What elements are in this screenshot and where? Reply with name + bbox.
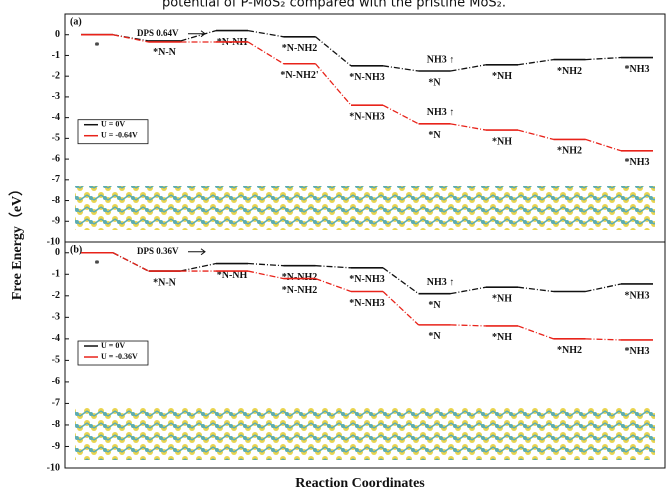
state-label: *	[95, 41, 100, 52]
connector	[451, 65, 487, 71]
panel-label: (a)	[70, 16, 82, 27]
connector	[518, 326, 554, 339]
state-label: *N	[428, 300, 441, 311]
dps-label: DPS 0.64V	[137, 28, 179, 38]
legend-label: U = 0V	[101, 120, 125, 129]
y-tick-label: -1	[52, 50, 60, 61]
connector	[518, 60, 554, 65]
legend-label: U = 0V	[101, 341, 125, 350]
connector	[248, 271, 284, 279]
y-tick-label: -6	[52, 153, 60, 164]
legend-label: U = -0.64V	[101, 131, 138, 140]
state-label: *NH3	[625, 290, 650, 301]
y-axis-label: Free Energy（eV）	[9, 182, 25, 300]
connector	[248, 264, 284, 266]
connector	[316, 37, 352, 66]
connector	[451, 287, 487, 293]
state-label: *N-NH3	[349, 274, 385, 285]
state-label: *N-NH2	[282, 272, 318, 283]
connector	[586, 339, 622, 340]
state-label: *N-NH2	[282, 285, 318, 296]
connector	[451, 325, 487, 326]
connector	[586, 284, 622, 292]
y-tick-label: -8	[52, 195, 60, 206]
connector	[383, 268, 419, 294]
state-label: *NH	[492, 293, 512, 304]
state-label: *N-NH3	[349, 111, 385, 122]
panel-label: (b)	[70, 244, 82, 255]
y-tick-label: -7	[52, 398, 60, 409]
state-label: *N	[428, 77, 441, 88]
legend-label: U = -0.36V	[101, 352, 138, 361]
y-tick-label: -10	[47, 462, 60, 473]
state-label: *N-N	[153, 277, 177, 288]
y-tick-label: -6	[52, 376, 60, 387]
state-label: *NH3	[625, 157, 650, 168]
x-axis-label: Reaction Coordinates	[295, 476, 425, 491]
connector	[316, 266, 352, 268]
state-label: *N-NH3	[349, 298, 385, 309]
connector	[248, 31, 284, 37]
state-label: *NH2	[557, 345, 582, 356]
y-tick-label: -2	[52, 70, 60, 81]
connector	[451, 124, 487, 130]
y-tick-label: -10	[47, 236, 60, 247]
state-label: *N-NH2	[282, 43, 318, 54]
state-label: *N	[428, 331, 441, 342]
page: potential of P-MoS₂ compared with the pr…	[0, 0, 668, 494]
connector	[518, 130, 554, 139]
y-tick-label: -4	[52, 112, 60, 123]
connector	[383, 105, 419, 124]
connector	[586, 58, 622, 60]
connector	[586, 139, 622, 150]
y-tick-label: -1	[52, 269, 60, 280]
chart: potential of P-MoS₂ compared with the pr…	[0, 0, 668, 494]
connector	[383, 292, 419, 325]
state-label: *N-NH2'	[280, 70, 319, 81]
structure-b	[75, 408, 655, 460]
dps-label: DPS 0.36V	[137, 246, 179, 256]
state-label: *	[95, 259, 100, 270]
y-tick-label: -5	[52, 133, 60, 144]
y-tick-label: 0	[55, 29, 60, 40]
state-note: NH3 ↑	[427, 107, 455, 118]
connector	[181, 31, 217, 41]
y-tick-label: -3	[52, 91, 60, 102]
connector	[518, 287, 554, 291]
state-label: *NH3	[625, 346, 650, 357]
state-label: *NH	[492, 71, 512, 82]
caption: potential of P-MoS₂ compared with the pr…	[162, 0, 506, 11]
connector	[181, 264, 217, 272]
state-label: *NH	[492, 332, 512, 343]
y-tick-label: -9	[52, 216, 60, 227]
state-label: *NH	[492, 136, 512, 147]
state-label: *NH2	[557, 146, 582, 157]
state-label: *NH2	[557, 66, 582, 77]
y-tick-label: 0	[55, 247, 60, 258]
connector	[316, 279, 352, 292]
dps-arrow	[188, 249, 205, 255]
y-tick-label: -7	[52, 174, 60, 185]
connector	[383, 66, 419, 71]
y-tick-label: -2	[52, 290, 60, 301]
y-tick-label: -8	[52, 419, 60, 430]
state-label: *N	[428, 130, 441, 141]
y-tick-label: -4	[52, 333, 60, 344]
state-label: *NH3	[625, 64, 650, 75]
state-note: NH3 ↑	[427, 277, 455, 288]
state-label: *N-N	[153, 47, 177, 58]
y-tick-label: -9	[52, 441, 60, 452]
connector	[316, 64, 352, 105]
structure-a	[75, 186, 655, 230]
state-note: NH3 ↑	[427, 54, 455, 65]
y-tick-label: -3	[52, 312, 60, 323]
state-label: *N-NH3	[349, 72, 385, 83]
connector	[248, 42, 284, 64]
y-tick-label: -5	[52, 355, 60, 366]
